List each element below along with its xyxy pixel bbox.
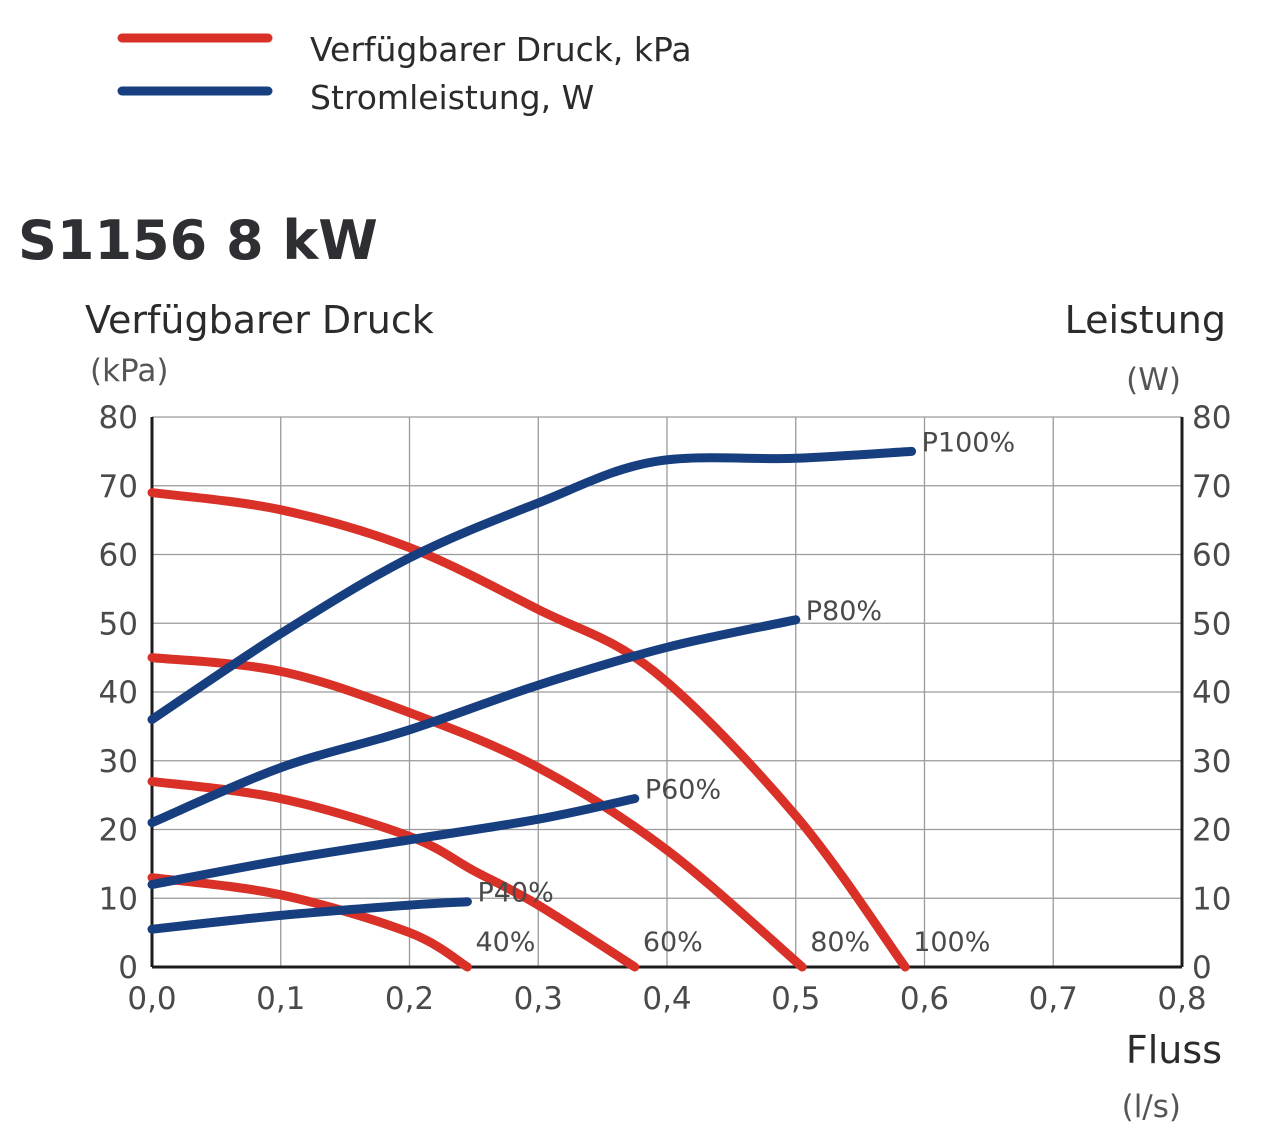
x-tick-label: 0,3 [514, 981, 563, 1017]
chart-title: S1156 8 kW [18, 209, 378, 272]
x-tick-label: 0,4 [642, 981, 691, 1017]
power-label-p40: P40% [477, 878, 553, 909]
y-axis-right-title: Leistung [1065, 298, 1226, 342]
legend: Verfügbarer Druck, kPa Stromleistung, W [117, 30, 692, 117]
y-tick-left-label: 80 [99, 400, 138, 436]
y-tick-left-label: 60 [99, 538, 138, 574]
series-labels: 100% 80% 60% 40% P100% P80% P60% P40% [475, 427, 1015, 958]
y-tick-right-label: 80 [1192, 400, 1231, 436]
y-tick-left-label: 20 [99, 813, 138, 849]
pressure-label-100: 100% [913, 927, 990, 958]
pressure-curve-60 [147, 776, 640, 972]
x-tick-label: 0,2 [385, 981, 434, 1017]
power-label-p100: P100% [922, 427, 1015, 458]
y-tick-right-label: 0 [1192, 950, 1212, 986]
x-axis-unit: (l/s) [1122, 1089, 1181, 1125]
pressure-curve-80 [147, 653, 807, 972]
x-tick-label: 0,7 [1029, 981, 1078, 1017]
y-tick-left-label: 0 [118, 950, 138, 986]
y-tick-left-label: 50 [99, 606, 138, 642]
y-tick-left-label: 70 [99, 469, 138, 505]
y-axis-right-unit: (W) [1126, 362, 1181, 398]
pressure-label-80: 80% [810, 927, 870, 958]
legend-label-power: Stromleistung, W [310, 78, 594, 117]
y-tick-right-label: 20 [1192, 813, 1231, 849]
power-curve-p80 [147, 615, 801, 828]
y-tick-left-label: 10 [99, 881, 138, 917]
y-tick-right-label: 60 [1192, 538, 1231, 574]
power-label-p60: P60% [645, 775, 721, 806]
pressure-label-60: 60% [643, 927, 703, 958]
power-curve-p40 [147, 897, 472, 934]
tick-labels: 0 10 20 30 40 50 60 70 80 0 10 20 30 40 50 60 70 80 0,0 0,1… [99, 400, 1232, 1017]
legend-label-pressure: Verfügbarer Druck, kPa [310, 30, 692, 69]
power-curve-p100 [147, 446, 917, 724]
y-tick-right-label: 50 [1192, 606, 1231, 642]
pressure-curve-100 [147, 488, 910, 972]
x-axis-title: Fluss [1126, 1028, 1222, 1072]
pressure-label-40: 40% [475, 927, 535, 958]
x-tick-label: 0,0 [127, 981, 176, 1017]
x-tick-label: 0,5 [771, 981, 820, 1017]
power-label-p80: P80% [806, 596, 882, 627]
grid [150, 416, 1184, 969]
x-tick-label: 0,1 [256, 981, 305, 1017]
y-axis-left-unit: (kPa) [90, 353, 168, 389]
y-tick-right-label: 70 [1192, 469, 1231, 505]
x-tick-label: 0,8 [1157, 981, 1206, 1017]
y-tick-left-label: 40 [99, 675, 138, 711]
y-axis-left-title: Verfügbarer Druck [85, 298, 434, 342]
series [147, 446, 917, 972]
power-curve-p60 [147, 794, 640, 889]
y-tick-right-label: 30 [1192, 744, 1231, 780]
y-tick-right-label: 10 [1192, 881, 1231, 917]
y-tick-left-label: 30 [99, 744, 138, 780]
x-tick-label: 0,6 [900, 981, 949, 1017]
y-tick-right-label: 40 [1192, 675, 1231, 711]
